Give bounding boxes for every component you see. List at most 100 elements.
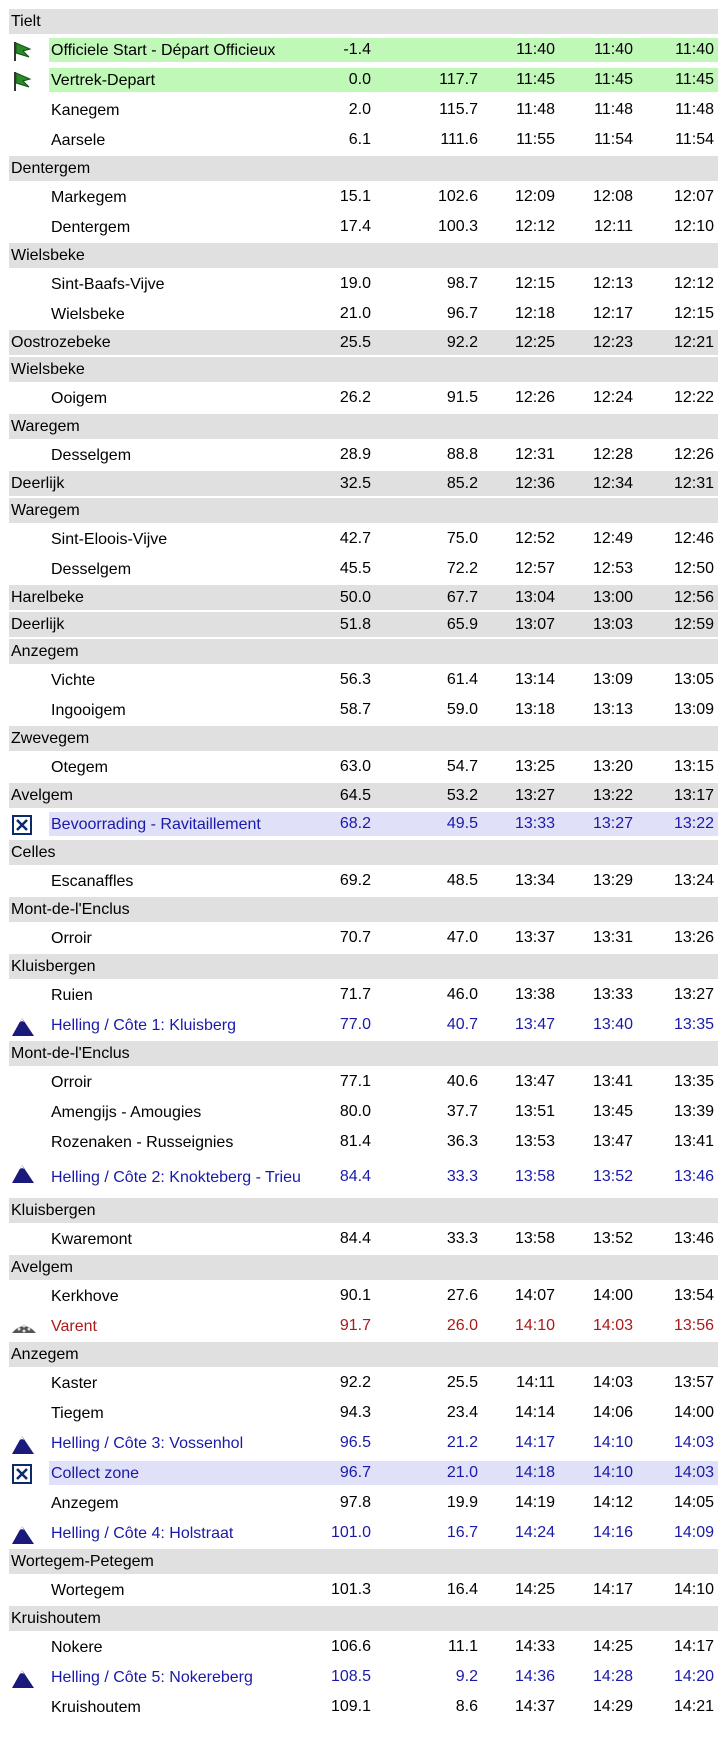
time: 11:40 xyxy=(594,41,633,58)
time: 12:15 xyxy=(514,275,555,292)
time: 13:22 xyxy=(592,786,633,804)
time: 14:07 xyxy=(514,1287,555,1304)
time: 13:41 xyxy=(592,1073,633,1090)
km: 2.0 xyxy=(348,101,371,118)
place-name: Harelbeke xyxy=(11,589,84,606)
km-remaining: 37.7 xyxy=(446,1103,478,1120)
km: 56.3 xyxy=(339,671,371,688)
place-row: Amengijs - Amougies 80.0 37.7 13:51 13:45 13:… xyxy=(9,1098,718,1126)
km-remaining: 36.3 xyxy=(446,1133,478,1150)
time: 14:06 xyxy=(592,1404,633,1421)
time: 11:40 xyxy=(516,41,555,58)
time: 13:17 xyxy=(673,786,714,804)
cobble-row: Varent 91.7 26.0 14:10 14:03 13:56 xyxy=(9,1312,718,1340)
time: 11:55 xyxy=(516,131,555,148)
place-name: Helling / Côte 4: Holstraat xyxy=(51,1524,234,1542)
time: 11:45 xyxy=(594,71,633,88)
km-remaining: 8.6 xyxy=(455,1698,478,1715)
km: 108.5 xyxy=(330,1668,371,1685)
km: 90.1 xyxy=(339,1287,371,1304)
place-name: Kerkhove xyxy=(51,1287,119,1305)
place-name: Celles xyxy=(11,844,56,861)
km: 96.5 xyxy=(339,1434,371,1451)
km: 50.0 xyxy=(339,588,371,606)
time: 13:39 xyxy=(673,1103,714,1120)
km-remaining: 26.0 xyxy=(446,1317,478,1334)
time: 13:35 xyxy=(673,1016,714,1033)
time: 14:03 xyxy=(592,1317,633,1334)
km: 32.5 xyxy=(339,474,371,492)
feed-icon xyxy=(11,814,33,841)
place-name: Ingooigem xyxy=(51,701,126,719)
km: 21.0 xyxy=(339,305,371,322)
time: 12:21 xyxy=(673,333,714,351)
climb-row: Helling / Côte 2: Knokteberg - Trieu 84.4… xyxy=(9,1158,718,1196)
time: 14:12 xyxy=(592,1494,633,1511)
group-row: Kluisbergen xyxy=(9,954,718,979)
time: 12:18 xyxy=(514,305,555,322)
km: 91.7 xyxy=(339,1317,371,1334)
time: 13:14 xyxy=(514,671,555,688)
place-name: Ooigem xyxy=(51,389,108,407)
place-name: Wielsbeke xyxy=(11,361,85,378)
time: 12:36 xyxy=(514,474,555,492)
time: 13:41 xyxy=(673,1133,714,1150)
group-row: Anzegem xyxy=(9,1342,718,1367)
km-remaining: 100.3 xyxy=(437,218,478,235)
place-row: Anzegem 97.8 19.9 14:19 14:12 14:05 xyxy=(9,1489,718,1517)
feed-row: Collect zone 96.7 21.0 14:18 14:10 14:03 xyxy=(9,1459,718,1487)
highlight xyxy=(49,812,718,836)
time: 11:45 xyxy=(516,71,555,88)
time: 13:47 xyxy=(514,1016,555,1033)
cobble-icon xyxy=(11,1316,37,1343)
km-remaining: 33.3 xyxy=(446,1168,478,1185)
place-name: Collect zone xyxy=(51,1464,140,1482)
time: 13:51 xyxy=(514,1103,555,1120)
km-remaining: 25.5 xyxy=(446,1374,478,1391)
place-name: Orroir xyxy=(51,1073,92,1091)
group-row: Kruishoutem xyxy=(9,1606,718,1631)
time: 12:52 xyxy=(514,530,555,547)
km: 28.9 xyxy=(339,446,371,463)
place-row: Kerkhove 90.1 27.6 14:07 14:00 13:54 xyxy=(9,1282,718,1310)
time: 13:52 xyxy=(592,1168,633,1185)
place-row: Kruishoutem 109.1 8.6 14:37 14:29 14:21 xyxy=(9,1693,718,1721)
start-icon xyxy=(11,70,33,97)
group-row: Mont-de-l'Enclus xyxy=(9,897,718,922)
place-name: Wielsbeke xyxy=(11,247,85,264)
km-remaining: 23.4 xyxy=(446,1404,478,1421)
time: 14:37 xyxy=(514,1698,555,1715)
climb-row: Helling / Côte 4: Holstraat 101.0 16.7 14:2… xyxy=(9,1519,718,1547)
place-name: Tielt xyxy=(11,13,41,30)
place-row: Dentergem 17.4 100.3 12:12 12:11 12:10 xyxy=(9,213,718,241)
group-row: Wielsbeke xyxy=(9,243,718,268)
group-row: Avelgem xyxy=(9,1255,718,1280)
place-name: Aarsele xyxy=(51,131,106,149)
km: 15.1 xyxy=(339,188,371,205)
place-row: Wielsbeke 21.0 96.7 12:18 12:17 12:15 xyxy=(9,300,718,328)
place-name: Zwevegem xyxy=(11,730,90,747)
time: 14:36 xyxy=(514,1668,555,1685)
time: 12:49 xyxy=(592,530,633,547)
place-name: Waregem xyxy=(11,502,80,519)
place-name: Anzegem xyxy=(11,643,79,660)
time: 13:37 xyxy=(514,929,555,946)
time: 14:10 xyxy=(592,1434,633,1451)
time: 13:33 xyxy=(514,815,555,832)
place-name: Wortegem xyxy=(51,1581,125,1599)
time: 13:52 xyxy=(592,1230,633,1247)
feed-row: Bevoorrading - Ravitaillement 68.2 49.5 13:… xyxy=(9,810,718,838)
time: 12:28 xyxy=(592,446,633,463)
km-remaining: 92.2 xyxy=(446,333,478,351)
place-name: Orroir xyxy=(51,929,92,947)
time: 13:03 xyxy=(592,615,633,633)
place-name: Nokere xyxy=(51,1638,103,1656)
place-row: Desselgem 45.5 72.2 12:57 12:53 12:50 xyxy=(9,555,718,583)
km-remaining: 48.5 xyxy=(446,872,478,889)
km: 97.8 xyxy=(339,1494,371,1511)
time: 13:25 xyxy=(514,758,555,775)
time: 14:25 xyxy=(592,1638,633,1655)
km: 94.3 xyxy=(339,1404,371,1421)
time: 14:09 xyxy=(673,1524,714,1541)
